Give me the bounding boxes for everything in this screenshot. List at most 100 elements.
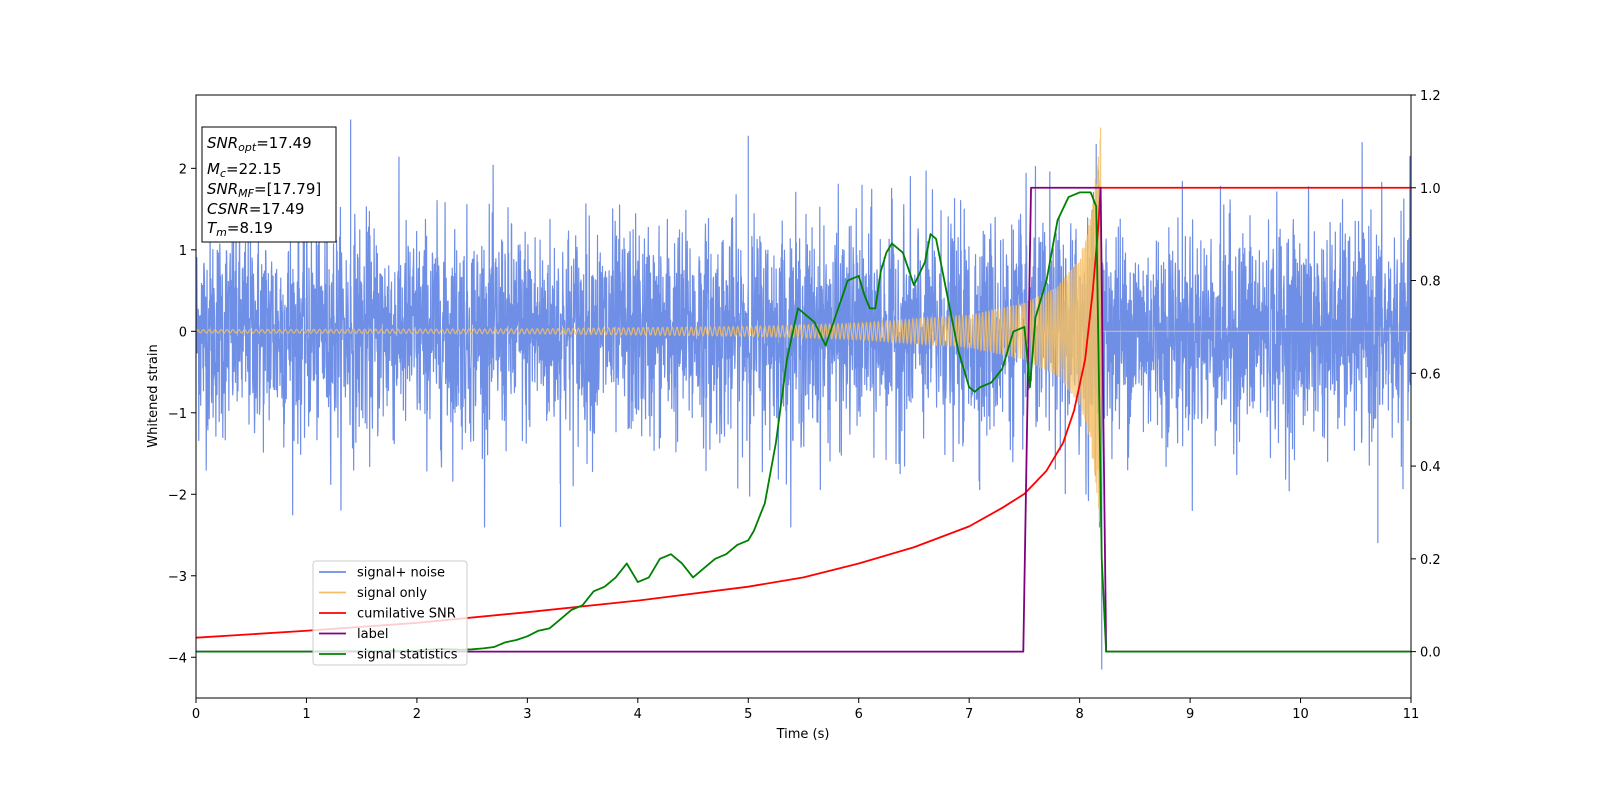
x-tick-label-11: 11: [1403, 707, 1420, 722]
info-csnr: CSNR=17.49: [207, 200, 304, 218]
point-cumilative-snr-16: [1092, 289, 1094, 291]
point-signal-statistics-27: [670, 553, 672, 555]
point-signal-statistics-29: [692, 576, 694, 579]
point-cumilative-snr-7: [858, 562, 860, 565]
point-signal-statistics-16: [548, 627, 551, 630]
y-tick-label-1: 1: [179, 244, 187, 259]
legend-label-cumilative-snr: cumilative SNR: [357, 607, 456, 622]
series-signal-statistics: [196, 191, 1411, 653]
point-signal-statistics-1: [250, 651, 252, 653]
point-signal-statistics-71: [1090, 191, 1092, 194]
y-tick-label-5: −3: [168, 570, 187, 585]
point-cumilative-snr-6: [802, 576, 805, 579]
point-cumilative-snr-17: [1097, 224, 1100, 226]
point-signal-statistics-31: [714, 558, 716, 560]
point-signal-statistics-10: [482, 647, 484, 649]
point-signal-statistics-63: [1012, 330, 1014, 333]
point-signal-statistics-66: [1034, 317, 1037, 319]
x-axis-label: Time (s): [776, 727, 830, 742]
point-signal-statistics-67: [1045, 279, 1048, 282]
point-signal-statistics-53: [924, 261, 926, 263]
point-cumilative-snr-15: [1084, 358, 1086, 360]
point-signal-statistics-36: [764, 502, 766, 504]
point-signal-statistics-51: [902, 252, 904, 254]
point-signal-statistics-40: [813, 321, 816, 323]
point-signal-statistics-20: [593, 590, 595, 592]
x-tick-label-1: 1: [302, 707, 310, 722]
point-signal-statistics-59: [974, 391, 976, 393]
point-signal-statistics-52: [913, 284, 915, 286]
legend-label-signal-statistics: signal statistics: [357, 648, 458, 663]
point-signal-statistics-14: [526, 635, 528, 637]
y2-tick-label-1: 1.0: [1420, 182, 1441, 197]
y2-tick-label-5: 0.2: [1420, 553, 1441, 568]
point-cumilative-snr-10: [1001, 507, 1003, 509]
point-cumilative-snr-4: [637, 599, 639, 602]
point-signal-statistics-44: [858, 275, 860, 277]
point-signal-statistics-34: [747, 539, 749, 541]
point-signal-statistics-9: [471, 648, 473, 650]
y2-tick-label-2: 0.8: [1420, 275, 1441, 290]
point-signal-statistics-45: [863, 293, 865, 296]
y-tick-label-4: −2: [168, 488, 187, 503]
point-signal-statistics-2: [305, 651, 308, 653]
y-axis-left: 2 1 0 −1 −2 −3 −4: [168, 162, 196, 666]
point-signal-statistics-39: [797, 307, 799, 309]
point-signal-statistics-24: [637, 581, 639, 583]
point-signal-statistics-54: [929, 233, 932, 235]
point-signal-statistics-28: [681, 562, 683, 565]
y2-tick-label-3: 0.6: [1420, 367, 1441, 382]
point-signal-statistics-21: [604, 586, 606, 588]
point-signal-statistics-56: [946, 293, 948, 296]
legend-label-signal-only: signal only: [357, 586, 427, 601]
x-tick-label-5: 5: [744, 707, 752, 722]
x-tick-label-3: 3: [523, 707, 531, 722]
y2-tick-label-6: 0.0: [1420, 646, 1441, 661]
y-axis-right: 1.2 1.0 0.8 0.6 0.4 0.2 0.0: [1411, 89, 1441, 661]
series-layer: [196, 119, 1411, 670]
point-cumilative-snr-12: [1045, 470, 1048, 472]
x-tick-label-0: 0: [192, 707, 200, 722]
point-cumilative-snr-11: [1023, 493, 1026, 495]
legend-entries: signal+ noise signal only cumilative SNR la…: [319, 566, 458, 663]
y2-tick-label-0: 1.2: [1420, 89, 1441, 104]
point-signal-statistics-15: [537, 630, 540, 632]
info-snr-mf: SNRMF=[17.79]: [207, 180, 321, 200]
point-cumilative-snr-3: [526, 611, 528, 613]
point-signal-statistics-37: [775, 442, 777, 444]
y-tick-label-6: −4: [168, 651, 187, 666]
point-signal-statistics-22: [615, 576, 617, 579]
point-signal-statistics-43: [847, 279, 849, 282]
point-signal-statistics-73: [1101, 558, 1103, 560]
point-signal-statistics-74: [1105, 651, 1107, 653]
y-tick-label-2: 0: [179, 325, 187, 340]
legend: signal+ noise signal only cumilative SNR la…: [312, 560, 468, 666]
point-signal-statistics-60: [979, 386, 981, 388]
point-cumilative-snr-9: [968, 525, 970, 527]
point-signal-statistics-48: [880, 270, 882, 272]
point-signal-statistics-30: [703, 567, 705, 569]
point-label-3: [1100, 187, 1102, 189]
point-signal-statistics-32: [725, 553, 727, 555]
plot-frame: [195, 94, 1412, 699]
point-signal-statistics-23: [626, 562, 628, 565]
x-tick-label-7: 7: [965, 707, 973, 722]
series-cumilative-snr: [196, 186, 1411, 639]
point-signal-statistics-57: [957, 349, 959, 351]
point-signal-statistics-19: [581, 604, 584, 606]
info-box: SNRopt=17.49 Mc=22.15 SNRMF=[17.79] CSNR…: [201, 126, 337, 243]
point-signal-statistics-55: [935, 238, 937, 240]
point-signal-statistics-35: [753, 530, 755, 532]
info-snr-opt: SNRopt=17.49: [207, 134, 312, 154]
y2-tick-label-4: 0.4: [1420, 460, 1441, 475]
info-tm: Tm=8.19: [207, 219, 273, 239]
y-axis-label: Whitened strain: [146, 344, 161, 447]
x-tick-label-8: 8: [1075, 707, 1083, 722]
point-signal-statistics-17: [559, 618, 562, 620]
point-signal-statistics-26: [659, 558, 661, 560]
point-cumilative-snr-14: [1073, 409, 1075, 412]
point-signal-statistics-13: [515, 639, 517, 641]
point-signal-statistics-64: [1023, 326, 1026, 328]
point-signal-statistics-62: [1001, 368, 1003, 370]
